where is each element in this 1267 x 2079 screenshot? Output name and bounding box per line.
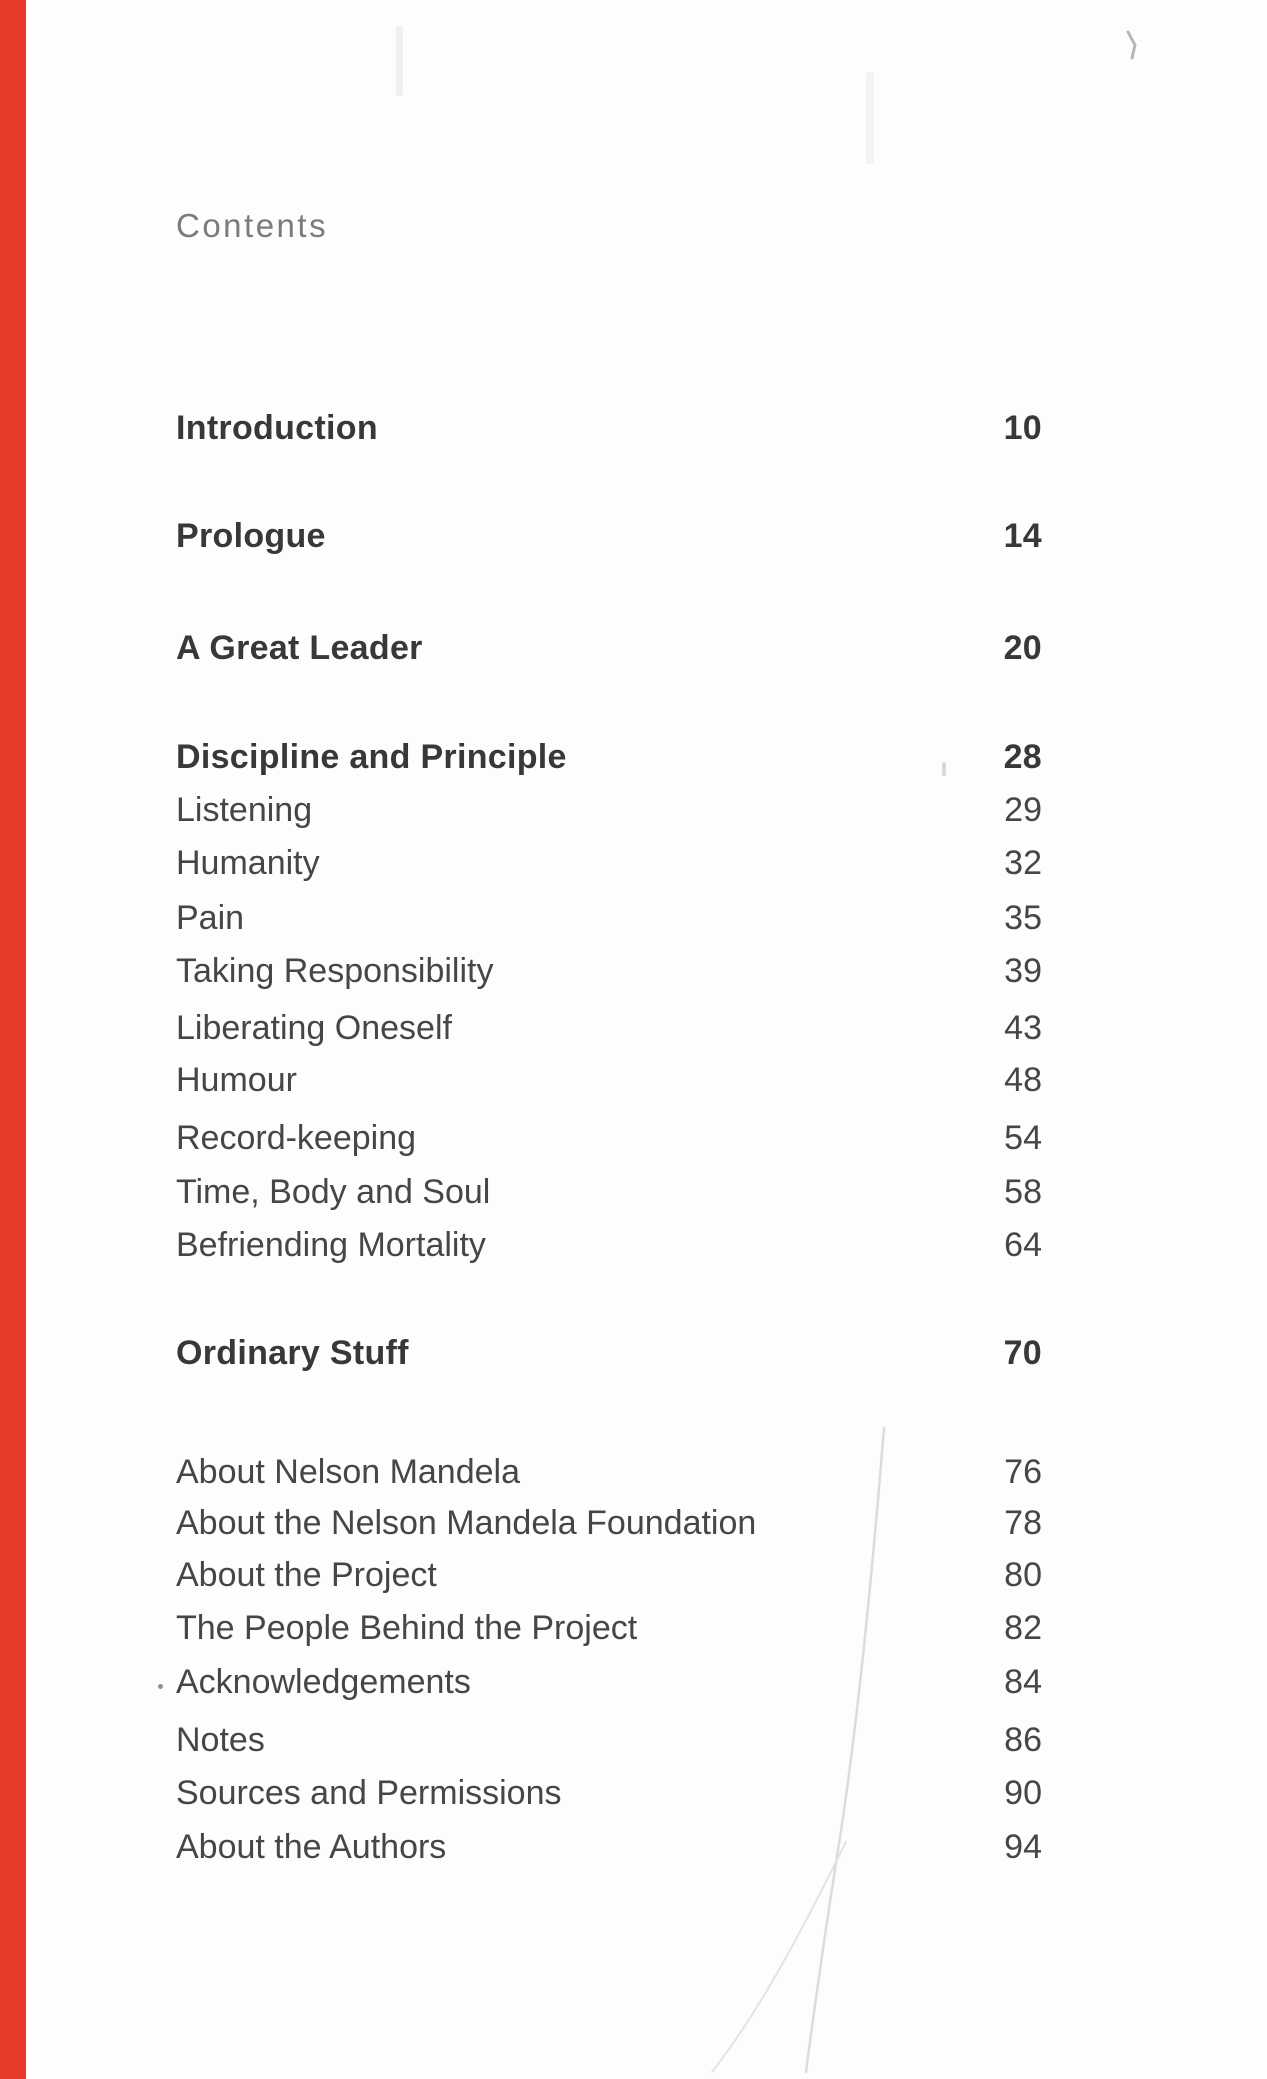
toc-entry-label: Record-keeping (176, 1119, 417, 1157)
toc-entry-label: Ordinary Stuff (176, 1334, 409, 1372)
toc-entry: About the Authors 94 (176, 1827, 1042, 1867)
toc-entry-page-number: 82 (1004, 1609, 1042, 1647)
toc-entry: Taking Responsibility 39 (176, 951, 1042, 991)
toc-entry: Ordinary Stuff 70 (176, 1333, 1042, 1373)
toc-entry-page-number: 32 (1004, 844, 1042, 882)
toc-entry: Notes 86 (176, 1720, 1042, 1760)
toc-entry-label: About Nelson Mandela (176, 1453, 521, 1491)
toc-entry: About the Nelson Mandela Foundation 78 (176, 1503, 1042, 1543)
toc-entry-label: Sources and Permissions (176, 1774, 562, 1812)
toc-entry: Liberating Oneself 43 (176, 1008, 1042, 1048)
toc-entry-page-number: 78 (1004, 1504, 1042, 1542)
toc-entry-page-number: 48 (1004, 1061, 1042, 1099)
toc-entry: A Great Leader 20 (176, 628, 1042, 668)
page-title: Contents (176, 207, 329, 244)
toc-entry: About Nelson Mandela 76 (176, 1452, 1042, 1492)
toc-entry-label: Humanity (176, 844, 320, 882)
toc-entry-label: Listening (176, 791, 313, 829)
toc-entry: Pain 35 (176, 898, 1042, 938)
toc-entry-label: About the Nelson Mandela Foundation (176, 1504, 757, 1542)
toc-entry: Befriending Mortality 64 (176, 1225, 1042, 1265)
toc-entry-page-number: 39 (1004, 952, 1042, 990)
toc-entry-page-number: 28 (1003, 738, 1042, 776)
toc-entry-page-number: 20 (1003, 629, 1042, 667)
toc-entry-page-number: 10 (1003, 409, 1042, 447)
toc-entry-page-number: 76 (1004, 1453, 1042, 1491)
toc-entry-page-number: 86 (1004, 1721, 1042, 1759)
toc-entry-label: Befriending Mortality (176, 1226, 486, 1264)
toc-entry-page-number: 70 (1003, 1334, 1042, 1372)
toc-entry-label: Liberating Oneself (176, 1009, 452, 1047)
scan-streak (396, 26, 403, 96)
toc-entry: Acknowledgements 84 (176, 1662, 1042, 1702)
toc-entry-label: About the Authors (176, 1828, 447, 1866)
toc-entry-page-number: 14 (1003, 517, 1042, 555)
toc-entry: About the Project 80 (176, 1555, 1042, 1595)
toc-entry-label: A Great Leader (176, 629, 423, 667)
toc-entry: Introduction 10 (176, 408, 1042, 448)
toc-entry-label: Prologue (176, 517, 326, 555)
scan-speck (158, 1684, 163, 1689)
toc-entry-page-number: 90 (1004, 1774, 1042, 1812)
toc-entry-page-number: 80 (1004, 1556, 1042, 1594)
toc-entry: Discipline and Principle 28 (176, 737, 1042, 777)
toc-entry-page-number: 58 (1004, 1173, 1042, 1211)
scan-streak (866, 72, 874, 164)
toc-entry-page-number: 94 (1004, 1828, 1042, 1866)
toc-entry-page-number: 35 (1004, 899, 1042, 937)
toc-entry: Humanity 32 (176, 843, 1042, 883)
toc-entry-label: Taking Responsibility (176, 952, 494, 990)
toc-entry-label: Discipline and Principle (176, 738, 567, 776)
toc-entry: Record-keeping 54 (176, 1118, 1042, 1158)
toc-entry-label: Introduction (176, 409, 378, 447)
toc-entry: Sources and Permissions 90 (176, 1773, 1042, 1813)
toc-entry: Humour 48 (176, 1060, 1042, 1100)
toc-entry-page-number: 29 (1004, 791, 1042, 829)
toc-entry-page-number: 84 (1004, 1663, 1042, 1701)
red-cover-edge (0, 0, 26, 2079)
toc-entry-label: Notes (176, 1721, 265, 1759)
toc-entry-label: Humour (176, 1061, 297, 1099)
toc-entry-page-number: 43 (1004, 1009, 1042, 1047)
toc-entry-label: The People Behind the Project (176, 1609, 638, 1647)
toc-entry: Time, Body and Soul 58 (176, 1172, 1042, 1212)
toc-entry: The People Behind the Project 82 (176, 1608, 1042, 1648)
toc-entry-label: Time, Body and Soul (176, 1173, 491, 1211)
toc-entry: Listening 29 (176, 790, 1042, 830)
toc-entry-label: About the Project (176, 1556, 437, 1594)
toc-entry: Prologue 14 (176, 516, 1042, 556)
toc-entry-label: Pain (176, 899, 245, 937)
toc-entry-page-number: 64 (1004, 1226, 1042, 1264)
toc-entry-page-number: 54 (1004, 1119, 1042, 1157)
toc-entry-label: Acknowledgements (176, 1663, 471, 1701)
